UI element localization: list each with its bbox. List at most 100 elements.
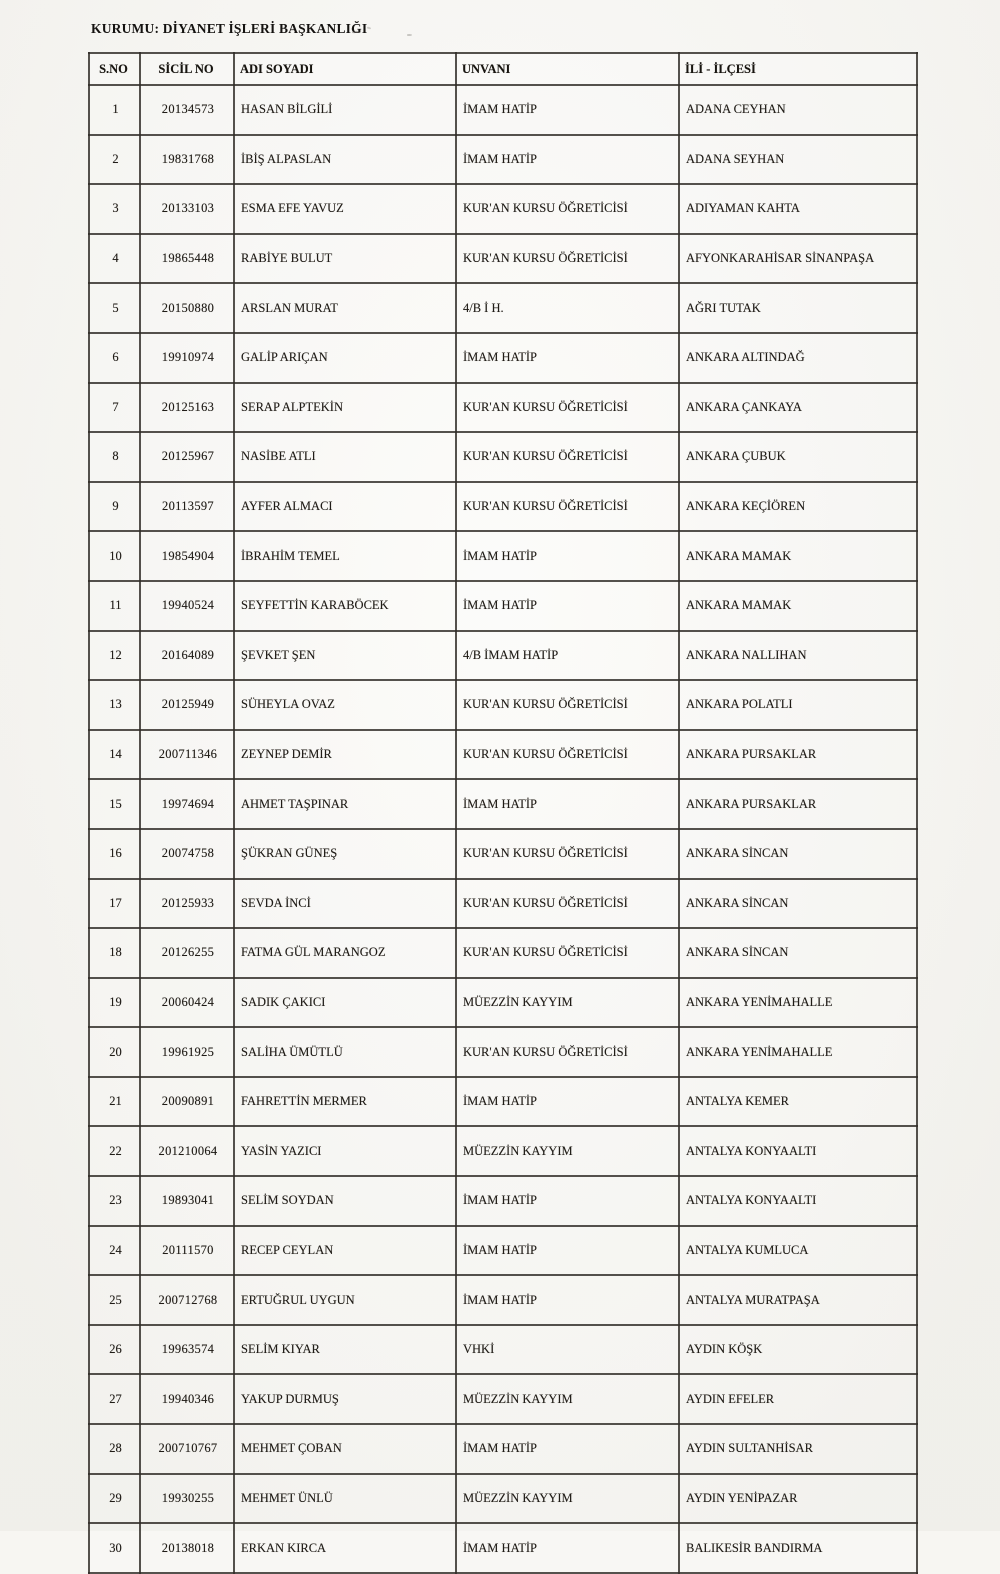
table-header-row: S.NO SİCİL NO ADI SOYADI UNVANI İLİ - İL… bbox=[88, 52, 918, 86]
cell-province: ANTALYA KONYAALTI bbox=[678, 1175, 918, 1227]
table-row: 27 19940346 YAKUP DURMUŞ MÜEZZİN KAYYIM … bbox=[88, 1373, 918, 1426]
cell-sicil-no: 20074758 bbox=[139, 827, 235, 880]
cell-name: SERAP ALPTEKİN bbox=[233, 381, 457, 434]
cell-sno: 27 bbox=[88, 1373, 141, 1426]
cell-sicil-no: 19865448 bbox=[139, 232, 235, 285]
cell-sno: 18 bbox=[88, 927, 141, 979]
cell-province: ANTALYA MURATPAŞA bbox=[678, 1274, 918, 1326]
cell-name: FAHRETTİN MERMER bbox=[233, 1075, 457, 1128]
table-row: 21 20090891 FAHRETTİN MERMER İMAM HATİP … bbox=[88, 1075, 918, 1128]
cell-name: ESMA EFE YAVUZ bbox=[233, 183, 457, 235]
cell-title: KUR'AN KURSU ÖĞRETİCİSİ bbox=[455, 232, 680, 285]
cell-sno: 4 bbox=[88, 232, 141, 285]
cell-sno: 22 bbox=[88, 1125, 141, 1178]
cell-sicil-no: 20125949 bbox=[139, 679, 235, 731]
cell-sicil-no: 19961925 bbox=[139, 1026, 235, 1078]
cell-sicil-no: 19831768 bbox=[139, 133, 235, 186]
cell-sno: 21 bbox=[88, 1075, 141, 1128]
table-row: 15 19974694 AHMET TAŞPINAR İMAM HATİP AN… bbox=[88, 778, 918, 830]
cell-sno: 14 bbox=[88, 728, 141, 781]
table-row: 13 20125949 SÜHEYLA OVAZ KUR'AN KURSU ÖĞ… bbox=[88, 679, 918, 731]
cell-sno: 8 bbox=[88, 431, 141, 483]
cell-name: YASİN YAZICI bbox=[233, 1125, 457, 1178]
cell-province: AĞRI TUTAK bbox=[678, 282, 918, 334]
cell-title: MÜEZZİN KAYYIM bbox=[455, 976, 680, 1029]
cell-province: AYDIN YENİPAZAR bbox=[678, 1472, 918, 1525]
cell-sicil-no: 20150880 bbox=[139, 282, 235, 334]
table-row: 29 19930255 MEHMET ÜNLÜ MÜEZZİN KAYYIM A… bbox=[88, 1472, 918, 1525]
cell-sicil-no: 20133103 bbox=[139, 183, 235, 235]
personnel-table: S.NO SİCİL NO ADI SOYADI UNVANI İLİ - İL… bbox=[88, 52, 918, 1574]
cell-province: AFYONKARAHİSAR SİNANPAŞA bbox=[678, 232, 918, 285]
cell-title: KUR'AN KURSU ÖĞRETİCİSİ bbox=[455, 728, 680, 781]
cell-name: FATMA GÜL MARANGOZ bbox=[233, 927, 457, 979]
cell-province: ANKARA SİNCAN bbox=[678, 827, 918, 880]
cell-sno: 13 bbox=[88, 679, 141, 731]
cell-province: ANKARA KEÇİÖREN bbox=[678, 480, 918, 533]
cell-name: AYFER ALMACI bbox=[233, 480, 457, 533]
cell-sno: 5 bbox=[88, 282, 141, 334]
cell-province: AYDIN EFELER bbox=[678, 1373, 918, 1426]
cell-title: MÜEZZİN KAYYIM bbox=[455, 1125, 680, 1178]
cell-sno: 16 bbox=[88, 827, 141, 880]
cell-sicil-no: 20113597 bbox=[139, 480, 235, 533]
cell-title: İMAM HATİP bbox=[455, 1423, 680, 1475]
cell-province: ANKARA MAMAK bbox=[678, 530, 918, 582]
cell-sicil-no: 20126255 bbox=[139, 927, 235, 979]
cell-sicil-no: 19940524 bbox=[139, 579, 235, 632]
cell-province: ANKARA ÇUBUK bbox=[678, 431, 918, 483]
cell-name: ERTUĞRUL UYGUN bbox=[233, 1274, 457, 1326]
cell-title: 4/B İMAM HATİP bbox=[455, 629, 680, 682]
cell-sno: 23 bbox=[88, 1175, 141, 1227]
cell-name: YAKUP DURMUŞ bbox=[233, 1373, 457, 1426]
table-row: 26 19963574 SELİM KIYAR VHKİ AYDIN KÖŞK bbox=[88, 1323, 918, 1376]
cell-sicil-no: 20125933 bbox=[139, 877, 235, 930]
table-row: 9 20113597 AYFER ALMACI KUR'AN KURSU ÖĞR… bbox=[88, 480, 918, 533]
cell-province: ANTALYA KONYAALTI bbox=[678, 1125, 918, 1178]
cell-province: ADIYAMAN KAHTA bbox=[678, 183, 918, 235]
table-row: 22 201210064 YASİN YAZICI MÜEZZİN KAYYIM… bbox=[88, 1125, 918, 1178]
cell-province: ANKARA ÇANKAYA bbox=[678, 381, 918, 434]
cell-sno: 24 bbox=[88, 1224, 141, 1277]
cell-title: VHKİ bbox=[455, 1323, 680, 1376]
cell-sicil-no: 20164089 bbox=[139, 629, 235, 682]
table-row: 2 19831768 İBİŞ ALPASLAN İMAM HATİP ADAN… bbox=[88, 133, 918, 186]
cell-province: ADANA SEYHAN bbox=[678, 133, 918, 186]
table-body: 1 20134573 HASAN BİLGİLİ İMAM HATİP ADAN… bbox=[88, 84, 918, 1574]
cell-sicil-no: 201210064 bbox=[139, 1125, 235, 1178]
cell-sno: 15 bbox=[88, 778, 141, 830]
cell-sicil-no: 19893041 bbox=[139, 1175, 235, 1227]
col-header-sicil-no: SİCİL NO bbox=[139, 52, 235, 86]
cell-name: SEYFETTİN KARABÖCEK bbox=[233, 579, 457, 632]
cell-name: ZEYNEP DEMİR bbox=[233, 728, 457, 781]
cell-title: KUR'AN KURSU ÖĞRETİCİSİ bbox=[455, 183, 680, 235]
cell-sno: 1 bbox=[88, 84, 141, 136]
table-row: 1 20134573 HASAN BİLGİLİ İMAM HATİP ADAN… bbox=[88, 84, 918, 136]
cell-title: 4/B İ H. bbox=[455, 282, 680, 334]
cell-title: İMAM HATİP bbox=[455, 1274, 680, 1326]
table-row: 25 200712768 ERTUĞRUL UYGUN İMAM HATİP A… bbox=[88, 1274, 918, 1326]
table-row: 23 19893041 SELİM SOYDAN İMAM HATİP ANTA… bbox=[88, 1175, 918, 1227]
cell-sno: 2 bbox=[88, 133, 141, 186]
cell-title: KUR'AN KURSU ÖĞRETİCİSİ bbox=[455, 480, 680, 533]
cell-sno: 10 bbox=[88, 530, 141, 582]
cell-name: SÜHEYLA OVAZ bbox=[233, 679, 457, 731]
table-row: 20 19961925 SALİHA ÜMÜTLÜ KUR'AN KURSU Ö… bbox=[88, 1026, 918, 1078]
cell-name: GALİP ARIÇAN bbox=[233, 331, 457, 384]
cell-name: SELİM SOYDAN bbox=[233, 1175, 457, 1227]
cell-sicil-no: 20060424 bbox=[139, 976, 235, 1029]
cell-name: ŞEVKET ŞEN bbox=[233, 629, 457, 682]
cell-sicil-no: 20134573 bbox=[139, 84, 235, 136]
cell-province: ANKARA SİNCAN bbox=[678, 877, 918, 930]
cell-title: KUR'AN KURSU ÖĞRETİCİSİ bbox=[455, 877, 680, 930]
col-header-ili-ilcesi: İLİ - İLÇESİ bbox=[678, 52, 918, 86]
cell-sicil-no: 19930255 bbox=[139, 1472, 235, 1525]
cell-sno: 17 bbox=[88, 877, 141, 930]
table-row: 6 19910974 GALİP ARIÇAN İMAM HATİP ANKAR… bbox=[88, 331, 918, 384]
table-row: 7 20125163 SERAP ALPTEKİN KUR'AN KURSU Ö… bbox=[88, 381, 918, 434]
cell-province: AYDIN SULTANHİSAR bbox=[678, 1423, 918, 1475]
cell-name: HASAN BİLGİLİ bbox=[233, 84, 457, 136]
cell-province: ANKARA MAMAK bbox=[678, 579, 918, 632]
cell-name: SELİM KIYAR bbox=[233, 1323, 457, 1376]
table-row: 8 20125967 NASİBE ATLI KUR'AN KURSU ÖĞRE… bbox=[88, 431, 918, 483]
